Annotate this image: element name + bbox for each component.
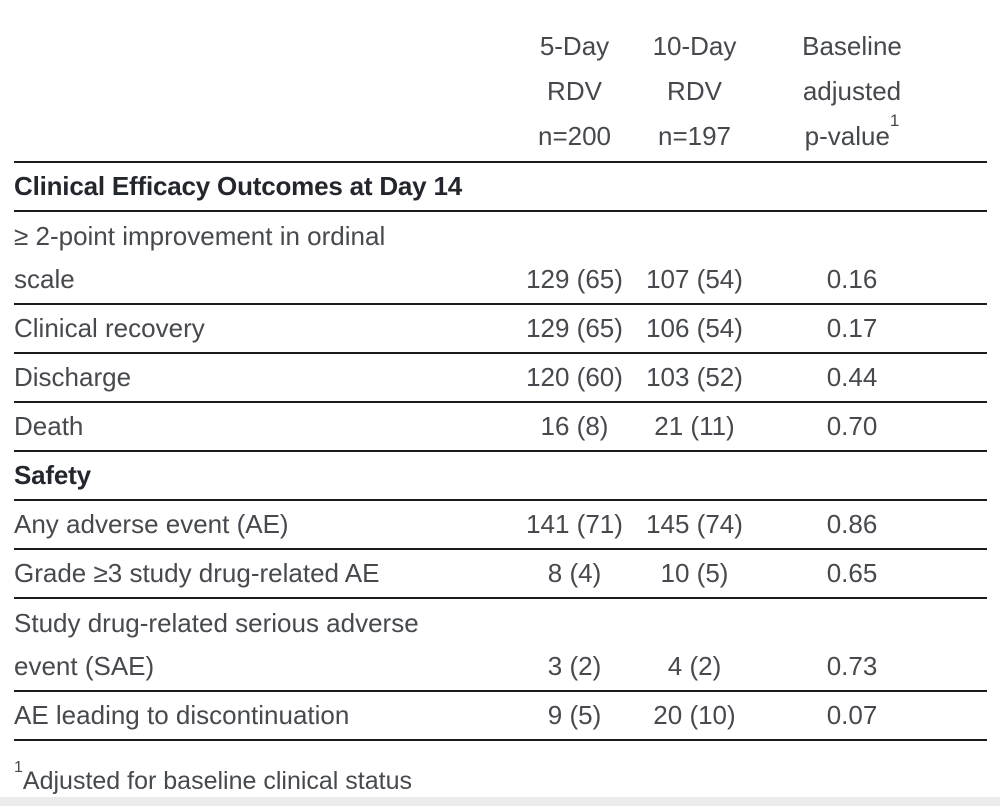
value-5day: 120 (60) (512, 353, 637, 403)
value-pvalue: 0.65 (752, 549, 952, 599)
value-5day: 3 (2) (512, 598, 637, 692)
row-spacer (952, 304, 987, 354)
value-5day: 8 (4) (512, 549, 637, 599)
row-any-adverse-event: Any adverse event (AE) 141 (71) 145 (74)… (14, 500, 987, 550)
value-pvalue: 0.73 (752, 598, 952, 692)
col1-line2: RDV (547, 76, 602, 106)
row-label: Clinical recovery (14, 304, 512, 354)
col2-line3: n=197 (657, 121, 732, 151)
section-title: Clinical Efficacy Outcomes at Day 14 (14, 162, 987, 212)
row-grade3-drug-related-ae: Grade ≥3 study drug-related AE 8 (4) 10 … (14, 549, 987, 599)
section-title: Safety (14, 451, 987, 501)
section-header-safety: Safety (14, 451, 987, 501)
value-5day: 16 (8) (512, 402, 637, 452)
cutoff-element-bottom (0, 797, 1000, 806)
row-spacer (952, 691, 987, 741)
col3-line2: adjusted (802, 76, 902, 106)
value-5day: 129 (65) (512, 211, 637, 305)
value-5day: 141 (71) (512, 500, 637, 550)
row-label: Any adverse event (AE) (14, 500, 512, 550)
row-label: ≥ 2-point improvement in ordinal scale (14, 211, 512, 305)
column-header-pvalue: Baseline adjusted p-value1 (752, 0, 952, 163)
col2-line2: RDV (667, 76, 722, 106)
row-death: Death 16 (8) 21 (11) 0.70 (14, 402, 987, 452)
value-10day: 145 (74) (637, 500, 752, 550)
row-label: AE leading to discontinuation (14, 691, 512, 741)
section-header-efficacy: Clinical Efficacy Outcomes at Day 14 (14, 162, 987, 212)
value-10day: 10 (5) (637, 549, 752, 599)
value-pvalue: 0.07 (752, 691, 952, 741)
row-ae-discontinuation: AE leading to discontinuation 9 (5) 20 (… (14, 691, 987, 741)
row-spacer (952, 598, 987, 692)
column-header-row: 5-Day RDV n=200 10-Day RDV n=197 Baselin… (14, 0, 987, 163)
footnote-text: Adjusted for baseline clinical status (22, 767, 413, 795)
footnote: 1Adjusted for baseline clinical status (14, 759, 1000, 796)
col1-line1: 5-Day (539, 31, 610, 61)
row-spacer (952, 353, 987, 403)
row-clinical-recovery: Clinical recovery 129 (65) 106 (54) 0.17 (14, 304, 987, 354)
row-spacer (952, 211, 987, 305)
value-pvalue: 0.44 (752, 353, 952, 403)
row-label: Study drug-related serious adverse event… (14, 598, 512, 692)
row-label: Death (14, 402, 512, 452)
footnote-marker: 1 (14, 758, 23, 776)
row-discharge: Discharge 120 (60) 103 (52) 0.44 (14, 353, 987, 403)
value-10day: 103 (52) (637, 353, 752, 403)
value-pvalue: 0.16 (752, 211, 952, 305)
row-spacer (952, 500, 987, 550)
col3-line3: p-value1 (804, 111, 900, 151)
col2-line1: 10-Day (652, 31, 737, 61)
value-pvalue: 0.17 (752, 304, 952, 354)
value-pvalue: 0.86 (752, 500, 952, 550)
value-10day: 107 (54) (637, 211, 752, 305)
col1-line3: n=200 (537, 121, 612, 151)
col3-line1: Baseline (802, 31, 902, 61)
row-spacer (952, 549, 987, 599)
value-5day: 9 (5) (512, 691, 637, 741)
value-5day: 129 (65) (512, 304, 637, 354)
row-ordinal-improvement: ≥ 2-point improvement in ordinal scale 1… (14, 211, 987, 305)
row-spacer (952, 402, 987, 452)
column-header-spacer (952, 0, 987, 163)
results-table: 5-Day RDV n=200 10-Day RDV n=197 Baselin… (14, 0, 987, 741)
value-10day: 106 (54) (637, 304, 752, 354)
value-10day: 21 (11) (637, 402, 752, 452)
value-10day: 4 (2) (637, 598, 752, 692)
pvalue-footnote-marker: 1 (889, 111, 900, 131)
row-label: Discharge (14, 353, 512, 403)
value-pvalue: 0.70 (752, 402, 952, 452)
column-header-5day: 5-Day RDV n=200 (512, 0, 637, 163)
value-10day: 20 (10) (637, 691, 752, 741)
row-label: Grade ≥3 study drug-related AE (14, 549, 512, 599)
row-serious-adverse-event: Study drug-related serious adverse event… (14, 598, 987, 692)
column-header-10day: 10-Day RDV n=197 (637, 0, 752, 163)
column-header-empty (14, 0, 512, 163)
